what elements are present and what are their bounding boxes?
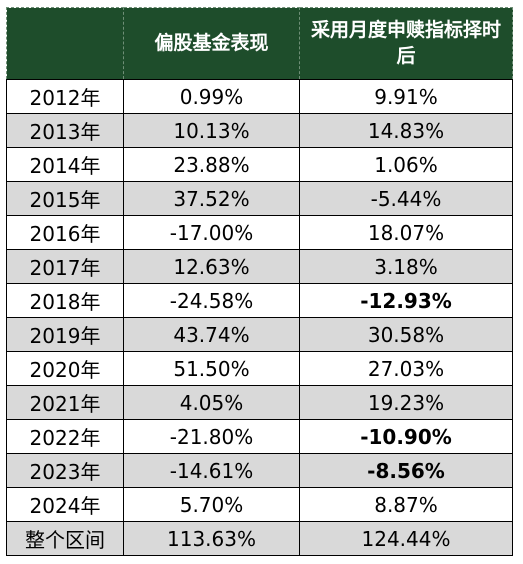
fund-return-cell: 0.99% bbox=[123, 79, 300, 114]
table-row: 2019年 43.74% 30.58% bbox=[6, 317, 513, 352]
year-cell: 2023年 bbox=[6, 453, 124, 488]
returns-table: 偏股基金表现 采用月度申赎指标择时后 2012年 0.99% 9.91% 2013年 1… bbox=[6, 7, 513, 556]
table-row: 2024年 5.70% 8.87% bbox=[6, 487, 513, 522]
table-body: 2012年 0.99% 9.91% 2013年 10.13% 14.83% 2014年 23.… bbox=[6, 79, 513, 556]
timed-return-cell: -8.56% bbox=[299, 453, 513, 488]
fund-return-cell: -14.61% bbox=[123, 453, 300, 488]
table-row: 2022年 -21.80% -10.90% bbox=[6, 419, 513, 454]
year-cell: 2020年 bbox=[6, 351, 124, 386]
timed-return-cell: 18.07% bbox=[299, 215, 513, 250]
timed-return-cell: -5.44% bbox=[299, 181, 513, 216]
table-row: 2017年 12.63% 3.18% bbox=[6, 249, 513, 284]
fund-return-cell: 5.70% bbox=[123, 487, 300, 522]
timed-return-cell: 30.58% bbox=[299, 317, 513, 352]
timed-return-cell: 3.18% bbox=[299, 249, 513, 284]
year-cell: 2022年 bbox=[6, 419, 124, 454]
timed-return-cell: 9.91% bbox=[299, 79, 513, 114]
year-cell: 2013年 bbox=[6, 113, 124, 148]
fund-return-cell: -21.80% bbox=[123, 419, 300, 454]
timed-return-cell: 27.03% bbox=[299, 351, 513, 386]
header-fund-performance: 偏股基金表现 bbox=[123, 7, 300, 80]
table-row: 2023年 -14.61% -8.56% bbox=[6, 453, 513, 488]
fund-return-cell: 51.50% bbox=[123, 351, 300, 386]
table-row: 2018年 -24.58% -12.93% bbox=[6, 283, 513, 318]
fund-return-cell: 10.13% bbox=[123, 113, 300, 148]
year-cell: 2017年 bbox=[6, 249, 124, 284]
year-cell: 2019年 bbox=[6, 317, 124, 352]
year-cell: 2024年 bbox=[6, 487, 124, 522]
year-cell: 2014年 bbox=[6, 147, 124, 182]
fund-return-cell: 37.52% bbox=[123, 181, 300, 216]
year-cell: 2015年 bbox=[6, 181, 124, 216]
table-row: 2020年 51.50% 27.03% bbox=[6, 351, 513, 386]
table-row: 2016年 -17.00% 18.07% bbox=[6, 215, 513, 250]
table-header: 偏股基金表现 采用月度申赎指标择时后 bbox=[6, 7, 513, 80]
fund-return-cell: -17.00% bbox=[123, 215, 300, 250]
table-row: 整个区间 113.63% 124.44% bbox=[6, 521, 513, 556]
year-cell: 整个区间 bbox=[6, 521, 124, 556]
table-row: 2013年 10.13% 14.83% bbox=[6, 113, 513, 148]
timed-return-cell: -10.90% bbox=[299, 419, 513, 454]
timed-return-cell: 14.83% bbox=[299, 113, 513, 148]
fund-return-cell: 113.63% bbox=[123, 521, 300, 556]
table-row: 2015年 37.52% -5.44% bbox=[6, 181, 513, 216]
header-row: 偏股基金表现 采用月度申赎指标择时后 bbox=[6, 7, 513, 80]
table-row: 2012年 0.99% 9.91% bbox=[6, 79, 513, 114]
header-timed-performance: 采用月度申赎指标择时后 bbox=[299, 7, 513, 80]
year-cell: 2012年 bbox=[6, 79, 124, 114]
table-row: 2021年 4.05% 19.23% bbox=[6, 385, 513, 420]
timed-return-cell: 19.23% bbox=[299, 385, 513, 420]
timed-return-cell: 1.06% bbox=[299, 147, 513, 182]
fund-return-cell: 43.74% bbox=[123, 317, 300, 352]
year-cell: 2021年 bbox=[6, 385, 124, 420]
timed-return-cell: -12.93% bbox=[299, 283, 513, 318]
year-cell: 2018年 bbox=[6, 283, 124, 318]
timed-return-cell: 8.87% bbox=[299, 487, 513, 522]
returns-table-container: 偏股基金表现 采用月度申赎指标择时后 2012年 0.99% 9.91% 2013年 1… bbox=[6, 7, 513, 556]
timed-return-cell: 124.44% bbox=[299, 521, 513, 556]
fund-return-cell: 23.88% bbox=[123, 147, 300, 182]
fund-return-cell: 12.63% bbox=[123, 249, 300, 284]
fund-return-cell: 4.05% bbox=[123, 385, 300, 420]
fund-return-cell: -24.58% bbox=[123, 283, 300, 318]
header-year bbox=[6, 7, 124, 80]
year-cell: 2016年 bbox=[6, 215, 124, 250]
table-row: 2014年 23.88% 1.06% bbox=[6, 147, 513, 182]
